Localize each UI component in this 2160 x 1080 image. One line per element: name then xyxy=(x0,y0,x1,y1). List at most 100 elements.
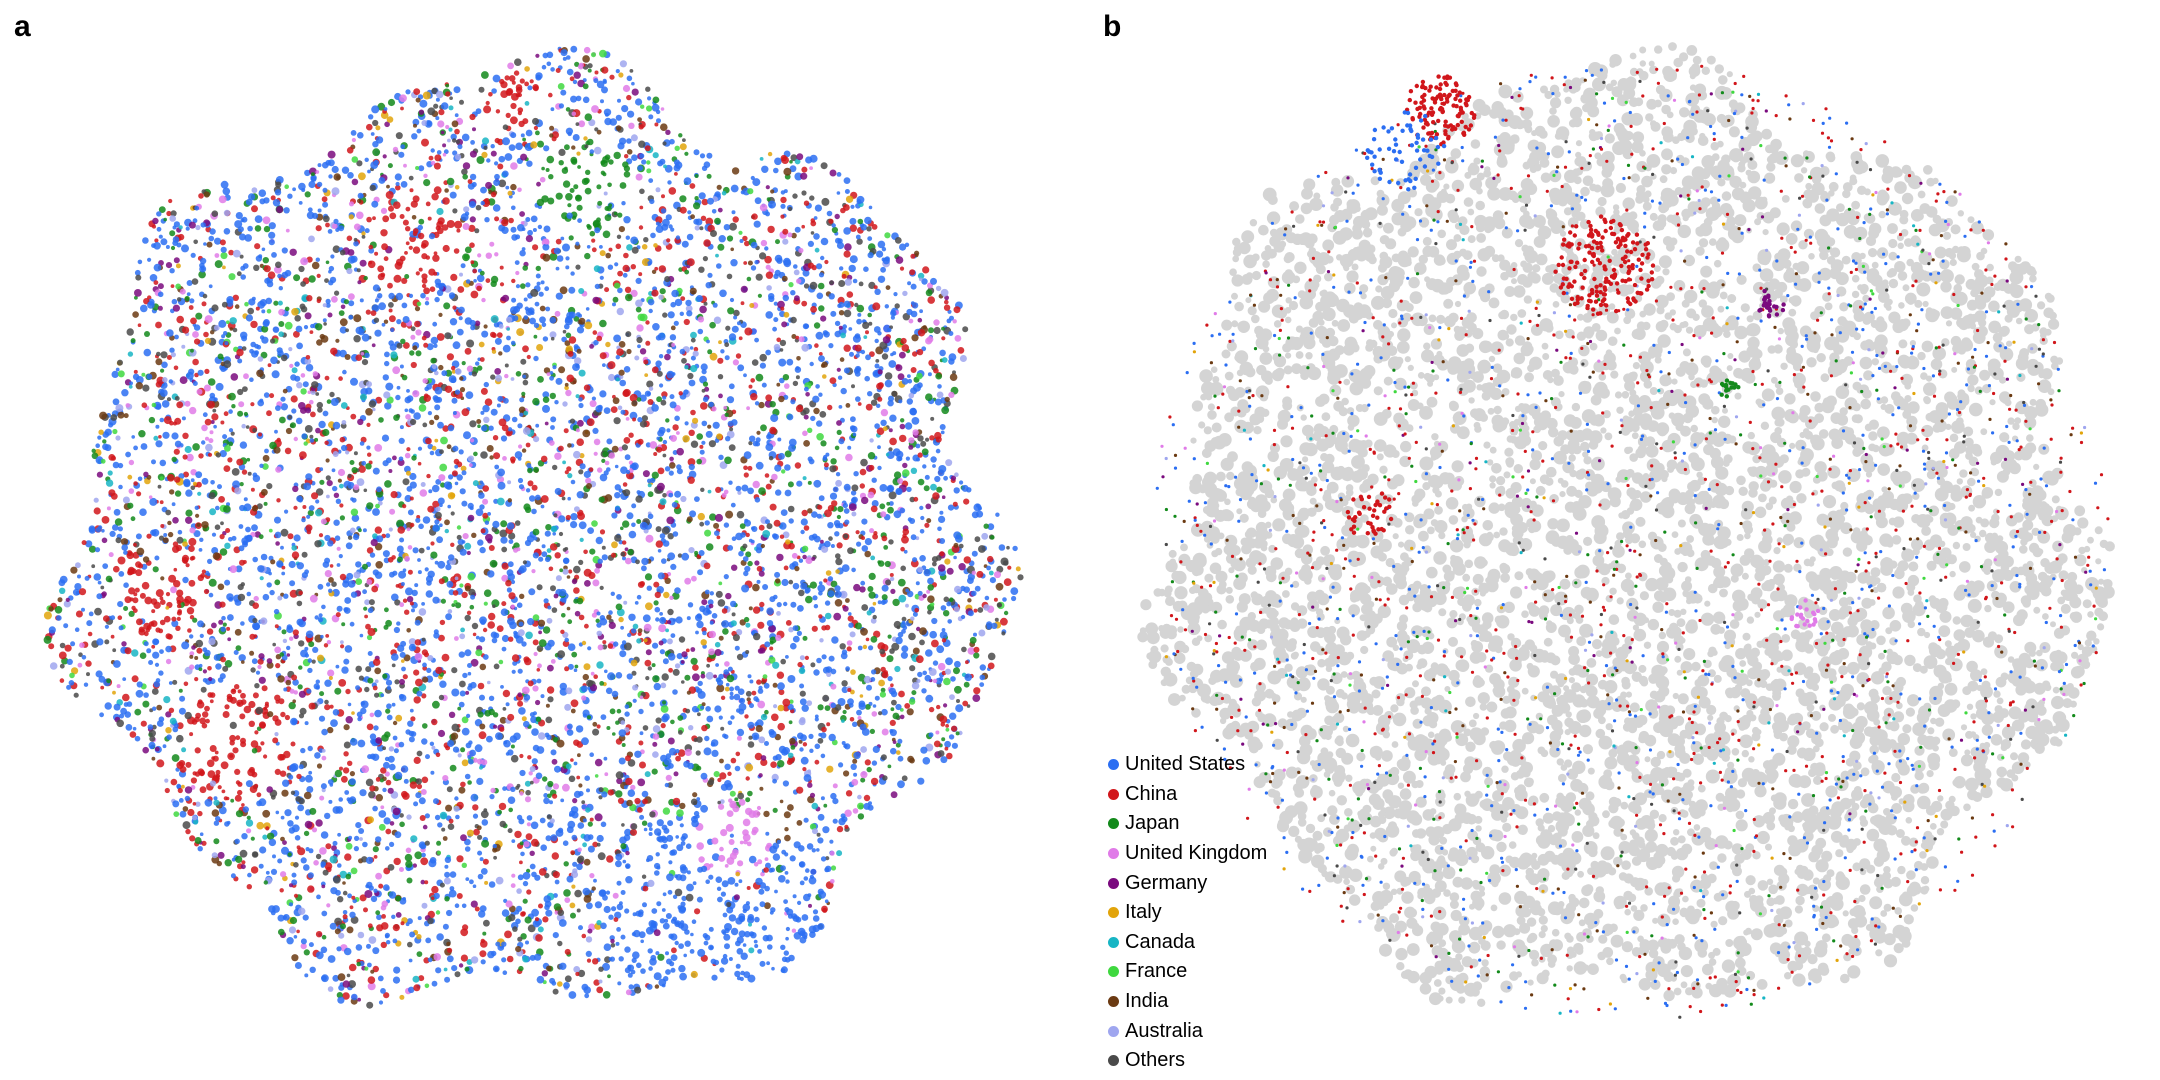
point-germany xyxy=(470,900,478,908)
point-united-states xyxy=(367,169,371,174)
point-australia xyxy=(516,888,522,894)
point-japan xyxy=(473,451,478,457)
point-united-states xyxy=(411,608,415,613)
point-united-states xyxy=(690,355,696,361)
point-china xyxy=(442,425,450,432)
point-others xyxy=(250,667,256,673)
point-united-states xyxy=(618,757,626,765)
point-japan xyxy=(571,651,578,658)
point-united-states xyxy=(771,966,775,971)
point-united-states xyxy=(761,925,768,931)
point-japan xyxy=(549,252,558,261)
point-united-states xyxy=(714,530,720,536)
point-united-states xyxy=(525,488,531,493)
point-united-states xyxy=(274,429,278,434)
point-united-states xyxy=(467,671,472,676)
point-united-states xyxy=(234,220,243,229)
point-united-kingdom xyxy=(732,359,740,366)
point-germany xyxy=(519,211,525,217)
point-others xyxy=(493,855,497,860)
point-united-states xyxy=(228,537,233,542)
point-united-states xyxy=(781,578,789,587)
point-united-states xyxy=(818,495,825,502)
point-united-states xyxy=(418,797,426,805)
point-japan xyxy=(384,480,392,488)
point-china xyxy=(1003,578,1012,586)
point-china xyxy=(478,731,487,740)
point-united-states xyxy=(366,445,371,450)
point-united-states xyxy=(779,377,785,384)
point-china xyxy=(485,100,490,106)
point-china xyxy=(117,556,126,565)
point-china xyxy=(224,704,230,710)
point-japan xyxy=(169,230,176,237)
point-united-states xyxy=(77,574,81,579)
point-united-states xyxy=(678,943,684,949)
point-united-states xyxy=(656,118,661,124)
point-united-states xyxy=(584,993,590,999)
point-united-kingdom xyxy=(205,436,209,441)
point-japan xyxy=(319,479,325,485)
point-china xyxy=(117,615,123,620)
point-japan xyxy=(279,416,286,424)
point-china xyxy=(204,705,210,712)
point-china xyxy=(342,767,350,774)
point-india xyxy=(194,656,199,660)
point-united-kingdom xyxy=(592,579,600,587)
point-japan xyxy=(868,572,876,581)
point-china xyxy=(228,249,234,256)
point-united-states xyxy=(613,334,621,343)
point-china xyxy=(931,639,939,648)
point-united-states xyxy=(944,740,951,748)
point-japan xyxy=(574,61,580,67)
point-germany xyxy=(490,150,497,157)
point-united-states xyxy=(426,343,434,351)
point-china xyxy=(653,581,660,588)
point-japan xyxy=(880,687,886,693)
point-united-states xyxy=(687,210,692,215)
point-france xyxy=(591,520,598,527)
point-france xyxy=(781,469,786,474)
point-united-states xyxy=(171,502,176,507)
point-united-states xyxy=(701,369,707,375)
point-japan xyxy=(123,606,129,611)
point-united-states xyxy=(668,470,674,476)
point-united-states xyxy=(254,215,263,224)
point-india xyxy=(266,661,274,669)
point-germany xyxy=(890,791,898,799)
point-united-states xyxy=(385,533,391,539)
point-united-states xyxy=(494,337,502,345)
point-united-states xyxy=(384,360,390,367)
point-united-states xyxy=(317,163,322,168)
point-united-kingdom xyxy=(597,467,603,473)
point-united-states xyxy=(820,732,827,739)
point-united-states xyxy=(939,424,946,430)
point-others xyxy=(454,971,461,978)
point-united-states xyxy=(555,266,560,271)
point-china xyxy=(372,965,379,973)
point-japan xyxy=(836,429,842,435)
point-japan xyxy=(563,889,571,897)
point-canada xyxy=(715,253,719,258)
panel-a-points xyxy=(43,45,1024,1009)
point-canada xyxy=(59,587,66,594)
point-united-states xyxy=(431,484,440,493)
point-china xyxy=(519,860,523,865)
point-china xyxy=(233,546,241,554)
point-germany xyxy=(470,658,479,667)
point-japan xyxy=(377,102,386,111)
point-united-states xyxy=(342,369,347,375)
point-china xyxy=(374,526,382,534)
point-germany xyxy=(652,741,658,747)
point-france xyxy=(483,601,488,606)
point-united-states xyxy=(461,500,468,507)
point-united-states xyxy=(169,347,175,353)
point-united-kingdom xyxy=(746,841,752,847)
point-china xyxy=(504,930,512,939)
point-united-states xyxy=(549,800,553,805)
point-china xyxy=(222,711,230,718)
point-united-states xyxy=(261,309,266,314)
point-germany xyxy=(412,863,417,868)
point-united-states xyxy=(526,160,533,167)
